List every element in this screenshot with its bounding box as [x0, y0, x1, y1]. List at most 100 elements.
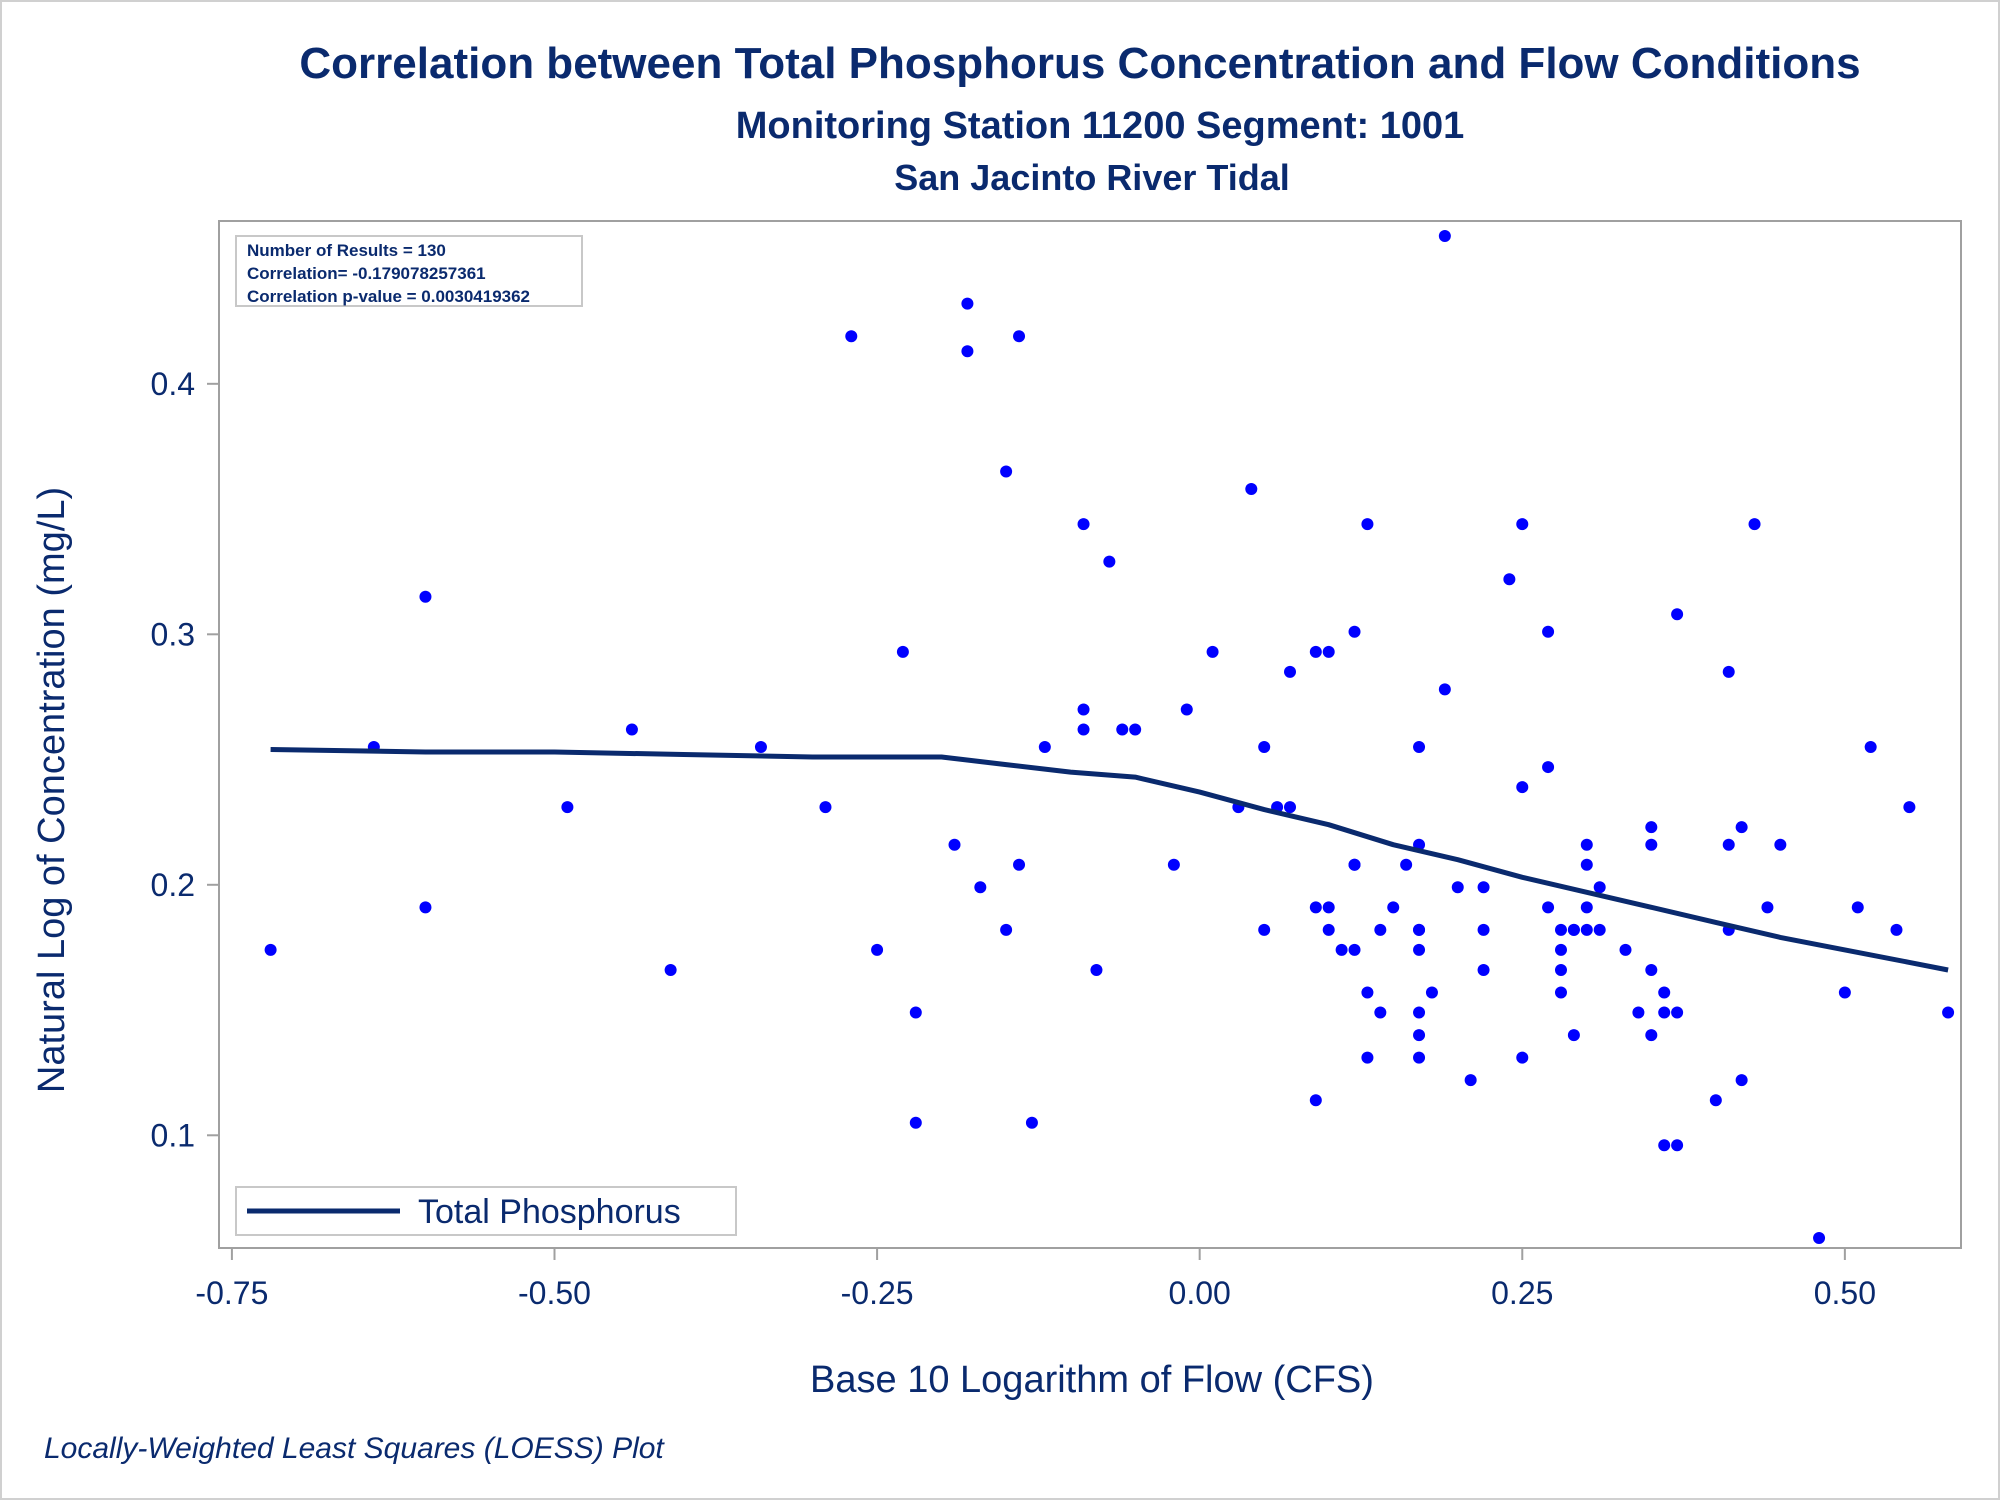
data-point [1542, 761, 1555, 774]
data-point [1322, 901, 1335, 914]
data-point [1284, 801, 1297, 814]
data-point [1464, 1074, 1477, 1087]
stat-pvalue: Correlation p-value = 0.0030419362 [247, 287, 530, 306]
data-point [1593, 923, 1606, 936]
data-point [1516, 1051, 1529, 1064]
data-point [1838, 986, 1851, 999]
data-point [419, 901, 432, 914]
data-point [1129, 723, 1142, 736]
chart-title: Correlation between Total Phosphorus Con… [299, 39, 1860, 88]
data-point [974, 881, 987, 894]
data-point [1477, 881, 1490, 894]
data-point [1361, 518, 1374, 531]
data-point [1180, 703, 1193, 716]
data-point [1361, 1051, 1374, 1064]
data-point [1348, 858, 1361, 871]
data-point [1413, 943, 1426, 956]
data-point [1348, 943, 1361, 956]
data-point [1580, 923, 1593, 936]
data-point [1413, 923, 1426, 936]
data-point [1851, 901, 1864, 914]
data-point [1387, 901, 1400, 914]
data-point [1206, 645, 1219, 658]
y-tick-label: 0.2 [151, 867, 195, 903]
data-point [1645, 963, 1658, 976]
data-point [961, 297, 974, 310]
data-point [1374, 1006, 1387, 1019]
x-tick-label: -0.75 [195, 1275, 268, 1311]
footnote: Locally-Weighted Least Squares (LOESS) P… [44, 1432, 665, 1465]
legend-label: Total Phosphorus [418, 1193, 681, 1231]
data-point [1748, 518, 1761, 531]
x-tick-label: -0.50 [518, 1275, 591, 1311]
data-point [1038, 741, 1051, 754]
data-point [1722, 665, 1735, 678]
loess-line [270, 747, 1949, 973]
data-point [1000, 465, 1013, 478]
y-tick-label: 0.3 [151, 616, 195, 652]
data-point [909, 1006, 922, 1019]
data-point [1000, 923, 1013, 936]
data-point [1413, 1006, 1426, 1019]
data-point [1671, 1006, 1684, 1019]
data-point [1516, 518, 1529, 531]
scatter-points [264, 230, 1955, 1244]
chart-subtitle-2: San Jacinto River Tidal [894, 157, 1289, 198]
data-point [1025, 1116, 1038, 1129]
y-axis-label: Natural Log of Concentration (mg/L) [31, 487, 73, 1093]
data-point [871, 943, 884, 956]
data-point [1335, 943, 1348, 956]
data-point [1645, 838, 1658, 851]
data-point [1671, 608, 1684, 621]
data-point [1554, 986, 1567, 999]
data-point [909, 1116, 922, 1129]
stats-box [235, 235, 583, 307]
data-point [1503, 573, 1516, 586]
data-point [1309, 645, 1322, 658]
data-point [1542, 625, 1555, 638]
x-axis-label: Base 10 Logarithm of Flow (CFS) [810, 1359, 1374, 1401]
data-point [1077, 518, 1090, 531]
data-point [419, 590, 432, 603]
data-point [1542, 901, 1555, 914]
data-point [1322, 923, 1335, 936]
data-point [561, 801, 574, 814]
chart-subtitle: Monitoring Station 11200 Segment: 1001 [736, 105, 1465, 147]
y-tick-label: 0.4 [151, 366, 195, 402]
data-point [1103, 555, 1116, 568]
x-tick-label: 0.50 [1814, 1275, 1876, 1311]
data-point [754, 741, 767, 754]
data-point [1554, 963, 1567, 976]
data-point [1477, 923, 1490, 936]
data-point [1709, 1094, 1722, 1107]
data-point [1077, 723, 1090, 736]
x-tick-label: 0.25 [1491, 1275, 1553, 1311]
data-point [1400, 858, 1413, 871]
data-point [1413, 741, 1426, 754]
data-point [1116, 723, 1129, 736]
data-point [1658, 986, 1671, 999]
data-point [1284, 665, 1297, 678]
data-point [1438, 230, 1451, 243]
data-point [1090, 963, 1103, 976]
data-point [1567, 1029, 1580, 1042]
data-point [1425, 986, 1438, 999]
data-point [1374, 923, 1387, 936]
data-point [1258, 923, 1271, 936]
data-point [1554, 923, 1567, 936]
data-point [1632, 1006, 1645, 1019]
data-point [1671, 1139, 1684, 1152]
data-point [664, 963, 677, 976]
data-point [1413, 1051, 1426, 1064]
data-point [1658, 1139, 1671, 1152]
data-point [264, 943, 277, 956]
data-point [1077, 703, 1090, 716]
data-point [1516, 781, 1529, 794]
data-point [1309, 1094, 1322, 1107]
data-point [1619, 943, 1632, 956]
data-point [1761, 901, 1774, 914]
data-point [1413, 1029, 1426, 1042]
stat-correlation: Correlation= -0.179078257361 [247, 264, 486, 283]
